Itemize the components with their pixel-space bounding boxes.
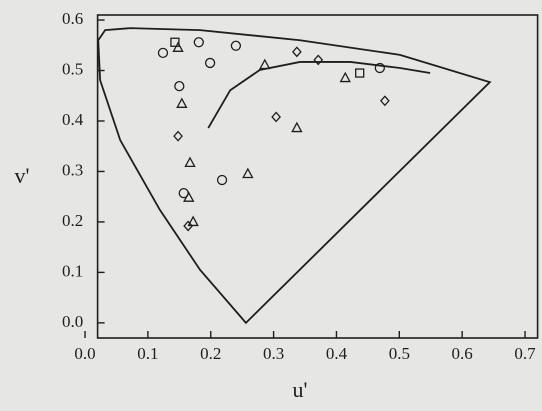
- diamond-point: [313, 54, 324, 66]
- circle-point: [193, 37, 204, 48]
- y-tick-label: 0.0: [62, 312, 83, 331]
- circle-point: [174, 81, 185, 92]
- y-axis-label: v': [15, 163, 30, 188]
- y-tick-label: 0.6: [62, 9, 83, 28]
- x-tick-label: 0.4: [326, 344, 348, 363]
- diamond-point: [183, 220, 193, 232]
- triangle-point: [176, 97, 188, 108]
- x-tick-label: 0.3: [263, 344, 284, 363]
- diamond-point: [271, 111, 281, 123]
- plot-frame: [96, 14, 539, 339]
- x-axis-label: u': [293, 377, 308, 402]
- x-tick-label: 0.0: [74, 344, 95, 363]
- triangle-point: [291, 121, 303, 133]
- diamond-point: [291, 46, 302, 58]
- triangle-point: [184, 156, 196, 168]
- triangle-point: [172, 41, 184, 52]
- circle-point: [216, 174, 228, 186]
- diamond-point: [379, 95, 390, 107]
- x-tick-label: 0.7: [514, 344, 536, 363]
- triangle-point: [259, 58, 271, 70]
- triangle-point: [183, 191, 195, 202]
- triangle-point: [187, 215, 199, 227]
- x-tick-label: 0.2: [200, 344, 221, 363]
- circle-point: [374, 62, 385, 74]
- x-tick-label: 0.1: [137, 344, 158, 363]
- x-tick-label: 0.6: [452, 344, 473, 363]
- locus-curve: [97, 27, 492, 325]
- y-tick-label: 0.3: [62, 160, 83, 179]
- square-point: [355, 68, 365, 78]
- circle-point: [157, 47, 169, 59]
- triangle-point: [339, 71, 351, 83]
- circle-point: [230, 40, 242, 51]
- circle-point: [204, 57, 216, 69]
- square-point: [170, 37, 180, 47]
- diamond-point: [173, 130, 183, 142]
- triangle-point: [242, 167, 254, 179]
- y-tick-label: 0.4: [62, 110, 84, 129]
- x-tick-label: 0.5: [389, 344, 410, 363]
- y-tick-label: 0.1: [62, 261, 83, 280]
- y-tick-label: 0.2: [62, 211, 83, 230]
- locus-curve: [207, 61, 431, 129]
- y-tick-label: 0.5: [62, 59, 83, 78]
